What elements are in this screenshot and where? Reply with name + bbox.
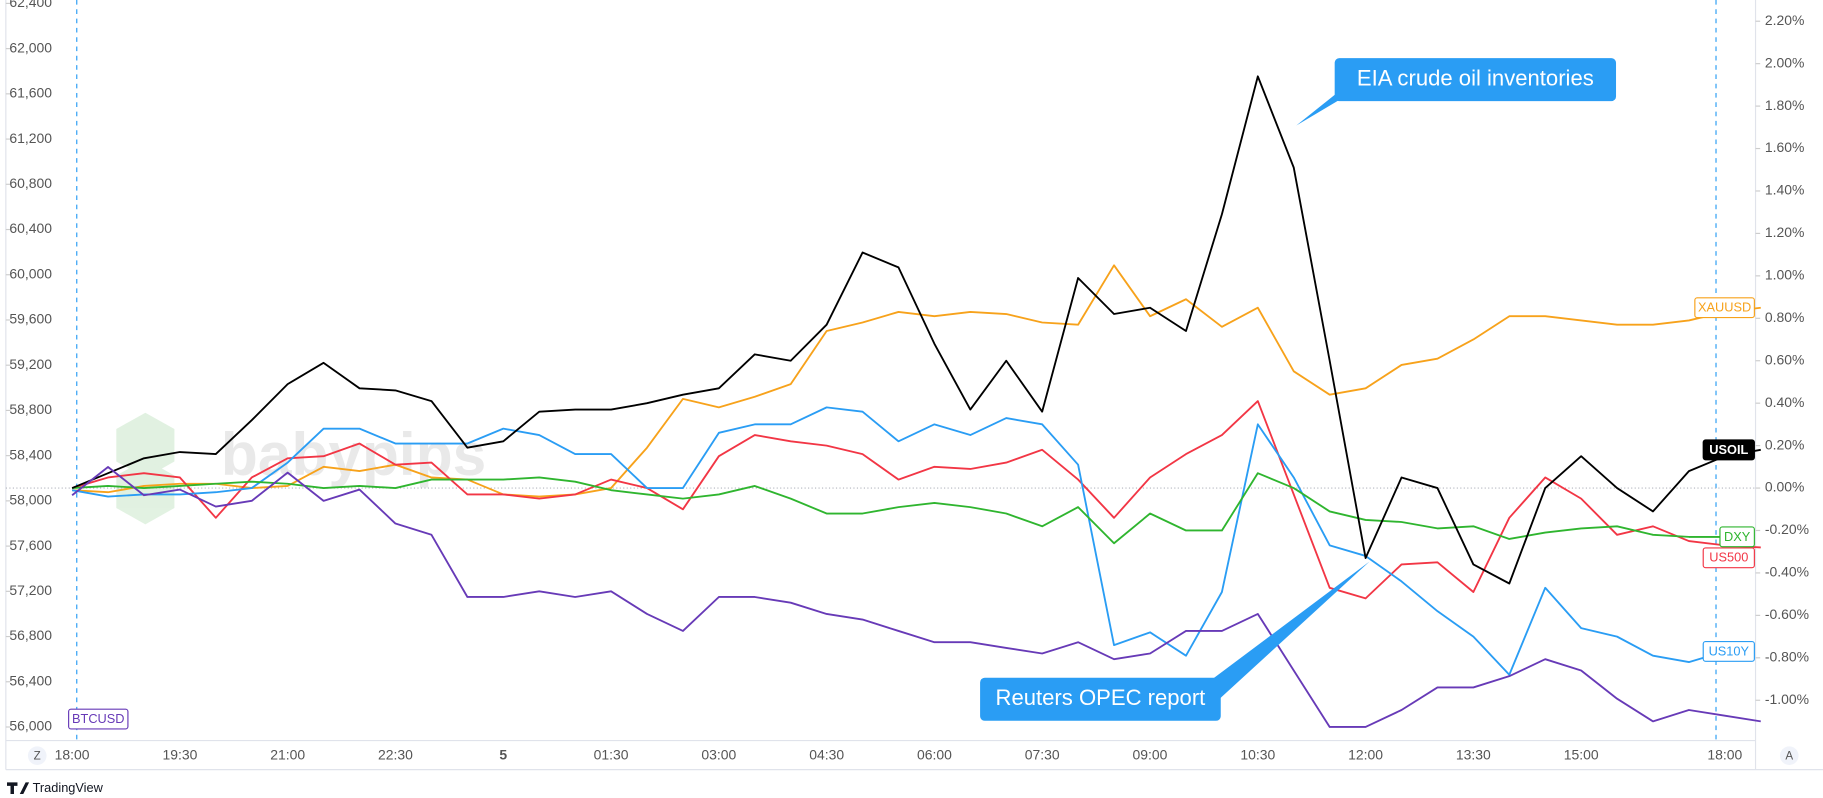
button-label[interactable]: Z xyxy=(34,749,41,762)
y2-tick-label: 1.60% xyxy=(1765,139,1805,155)
x-tick-label: 09:00 xyxy=(1133,746,1168,762)
series-tag xyxy=(1702,640,1755,662)
y-tick-label: 57,600 xyxy=(9,537,52,553)
x-tick-label: 19:30 xyxy=(162,746,197,762)
y2-tick-label: -0.60% xyxy=(1765,606,1809,622)
x-tick-label: 03:00 xyxy=(701,746,736,762)
x-tick-label: 15:00 xyxy=(1564,746,1599,762)
x-tick-label: 21:00 xyxy=(270,746,305,762)
x-tick-label: 10:30 xyxy=(1240,746,1275,762)
button-label[interactable]: A xyxy=(1785,749,1793,762)
annotation-text: EIA crude oil inventories xyxy=(1357,65,1594,90)
x-tick-label: 13:30 xyxy=(1456,746,1491,762)
y-tick-label: 58,400 xyxy=(9,446,52,462)
y2-tick-label: 0.20% xyxy=(1765,436,1805,452)
button[interactable] xyxy=(27,746,47,765)
series-line xyxy=(71,466,1761,728)
y-tick-label: 56,800 xyxy=(9,627,52,643)
series-tag xyxy=(1719,526,1755,548)
y2-tick-label: 1.20% xyxy=(1765,224,1805,240)
series-line xyxy=(72,472,1725,545)
series-tag xyxy=(68,708,129,730)
series-tag xyxy=(1702,547,1755,569)
annotation: Reuters OPEC report xyxy=(980,561,1370,721)
x-tick-label: 01:30 xyxy=(594,746,629,762)
y-tick-label: 62,400 xyxy=(9,0,52,10)
y-tick-label: 60,400 xyxy=(9,220,52,236)
x-tick-label: 06:00 xyxy=(917,746,952,762)
x-tick-label: 04:30 xyxy=(809,746,844,762)
y-tick-label: 58,000 xyxy=(9,492,52,508)
x-tick-label: 07:30 xyxy=(1025,746,1060,762)
x-tick-label: 12:00 xyxy=(1348,746,1383,762)
y-tick-label: 56,000 xyxy=(9,718,52,734)
annotation-box xyxy=(980,677,1221,721)
y-tick-label: 60,000 xyxy=(9,265,52,281)
y2-tick-label: 2.20% xyxy=(1765,12,1805,28)
series-tag-label: DXY xyxy=(1724,529,1751,544)
x-tick-label: 18:00 xyxy=(55,746,90,762)
y-tick-label: 60,800 xyxy=(9,175,52,191)
annotation-pointer xyxy=(1203,561,1370,700)
annotation-pointer xyxy=(1296,93,1351,126)
annotation-text: Reuters OPEC report xyxy=(996,685,1206,710)
y-tick-label: 62,000 xyxy=(9,39,52,55)
y2-tick-label: -0.80% xyxy=(1765,648,1809,664)
annotation-box xyxy=(1334,58,1617,102)
y-tick-label: 61,200 xyxy=(9,130,52,146)
y2-tick-label: 0.40% xyxy=(1765,394,1805,410)
y2-tick-label: 0.60% xyxy=(1765,351,1805,367)
series-tag xyxy=(1702,439,1755,461)
button[interactable] xyxy=(1779,746,1799,765)
watermark-hex xyxy=(116,412,175,478)
y-tick-label: 59,600 xyxy=(9,311,52,327)
series-line xyxy=(71,400,1761,600)
footer-logo xyxy=(7,782,30,795)
series-tag-label: US500 xyxy=(1709,550,1748,565)
series-tag xyxy=(1694,297,1755,319)
y2-tick-label: 1.00% xyxy=(1765,267,1805,283)
series-tags: BTCUSD XAUUSD USOIL DXY US500 US10Y xyxy=(68,297,1755,730)
y-tick-label: 61,600 xyxy=(9,85,52,101)
x-tick-label: 22:30 xyxy=(378,746,413,762)
y-tick-label: 59,200 xyxy=(9,356,52,372)
x-tick-label: 5 xyxy=(499,746,507,762)
y-tick-label: 57,200 xyxy=(9,582,52,598)
series-tag-label: US10Y xyxy=(1709,643,1750,658)
y2-tick-label: 1.80% xyxy=(1765,97,1805,113)
footer-text: TradingView xyxy=(33,780,104,795)
y2-tick-label: -0.40% xyxy=(1765,564,1809,580)
series-line xyxy=(72,264,1761,498)
x-tick-label: 18:00 xyxy=(1707,746,1742,762)
y2-tick-label: -0.20% xyxy=(1765,521,1809,537)
series-line xyxy=(71,75,1761,585)
y2-tick-label: 0.80% xyxy=(1765,309,1805,325)
y2-tick-label: 2.00% xyxy=(1765,54,1805,70)
plot: 56,000 56,400 56,800 57,200 57,600 58,000 58,4… xyxy=(5,0,1809,762)
y2-tick-label: 0.00% xyxy=(1765,479,1805,495)
watermark-text: babypips xyxy=(221,420,486,488)
y-tick-label: 56,400 xyxy=(9,672,52,688)
y2-tick-label: 1.40% xyxy=(1765,182,1805,198)
series-line xyxy=(71,406,1726,676)
annotation: EIA crude oil inventories xyxy=(1296,58,1617,126)
series-tag-label: USOIL xyxy=(1709,442,1748,457)
y2-tick-label: -1.00% xyxy=(1765,691,1809,707)
y-tick-label: 58,800 xyxy=(9,401,52,417)
series-tag-label: XAUUSD xyxy=(1698,300,1751,315)
series-tag-label: BTCUSD xyxy=(72,711,124,726)
